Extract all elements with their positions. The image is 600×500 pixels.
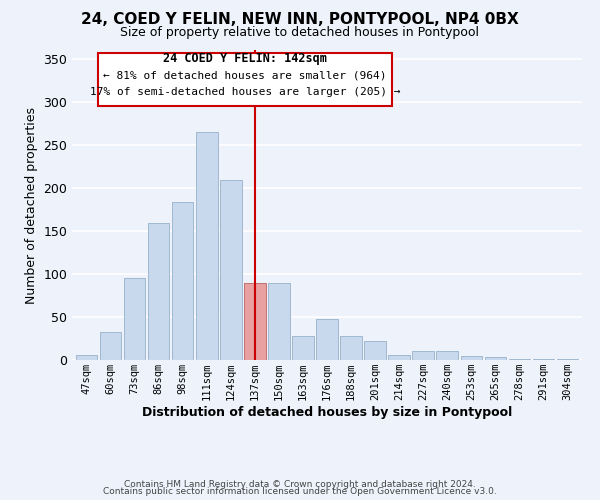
Bar — [76, 355, 97, 360]
Bar — [509, 359, 530, 360]
Text: 24 COED Y FELIN: 142sqm: 24 COED Y FELIN: 142sqm — [163, 52, 327, 65]
X-axis label: Distribution of detached houses by size in Pontypool: Distribution of detached houses by size … — [142, 406, 512, 419]
Text: ← 81% of detached houses are smaller (964): ← 81% of detached houses are smaller (96… — [103, 71, 387, 81]
Text: Size of property relative to detached houses in Pontypool: Size of property relative to detached ho… — [121, 26, 479, 39]
Bar — [533, 359, 554, 360]
Bar — [316, 318, 338, 360]
Bar — [340, 336, 362, 360]
Bar — [461, 356, 482, 360]
Bar — [244, 284, 266, 360]
Bar — [220, 180, 242, 360]
FancyBboxPatch shape — [98, 52, 392, 106]
Bar — [485, 356, 506, 360]
Bar — [436, 352, 458, 360]
Bar — [100, 332, 121, 360]
Y-axis label: Number of detached properties: Number of detached properties — [25, 106, 38, 304]
Text: 17% of semi-detached houses are larger (205) →: 17% of semi-detached houses are larger (… — [90, 87, 400, 97]
Bar — [268, 284, 290, 360]
Bar — [172, 202, 193, 360]
Bar — [292, 336, 314, 360]
Bar — [124, 278, 145, 360]
Bar — [388, 355, 410, 360]
Bar — [196, 132, 218, 360]
Bar — [364, 341, 386, 360]
Bar — [412, 352, 434, 360]
Bar — [148, 223, 169, 360]
Text: Contains public sector information licensed under the Open Government Licence v3: Contains public sector information licen… — [103, 487, 497, 496]
Bar — [557, 359, 578, 360]
Text: Contains HM Land Registry data © Crown copyright and database right 2024.: Contains HM Land Registry data © Crown c… — [124, 480, 476, 489]
Text: 24, COED Y FELIN, NEW INN, PONTYPOOL, NP4 0BX: 24, COED Y FELIN, NEW INN, PONTYPOOL, NP… — [81, 12, 519, 28]
